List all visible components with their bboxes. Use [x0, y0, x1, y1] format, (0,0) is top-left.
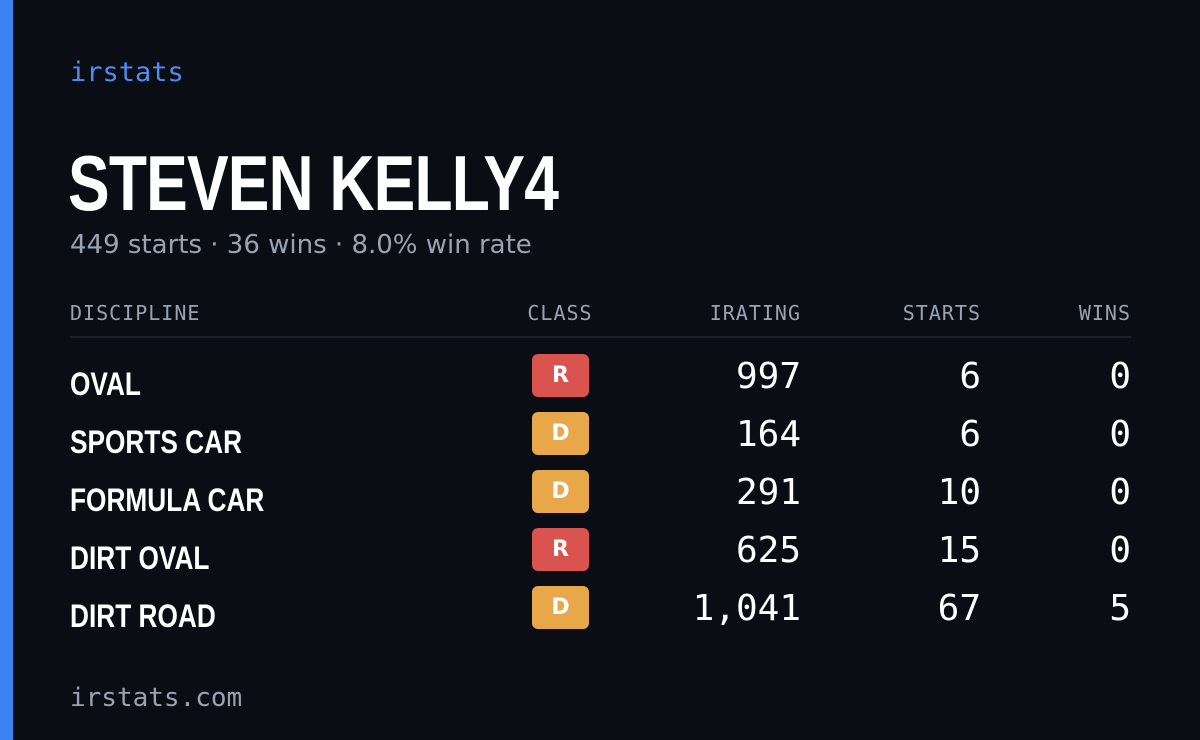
table-row-oval: OVAL R 997 6 0: [0, 354, 1200, 412]
class-badge: D: [532, 412, 589, 455]
accent-bar: [0, 0, 13, 740]
starts-value: 6: [959, 414, 981, 455]
irating-value: 1,041: [692, 588, 801, 629]
irating-value: 164: [735, 414, 801, 455]
irating-value: 997: [735, 356, 801, 397]
wins-value: 0: [1109, 472, 1131, 513]
footer-url: irstats.com: [70, 683, 243, 713]
discipline-label: SPORTS CAR: [70, 424, 243, 460]
starts-value: 67: [937, 588, 981, 629]
brand-logo-text: irstats: [70, 57, 184, 88]
table-row-formula-car: FORMULA CAR D 291 10 0: [0, 470, 1200, 528]
wins-value: 0: [1109, 414, 1131, 455]
driver-name: STEVEN KELLY4: [68, 139, 559, 227]
irating-value: 291: [735, 472, 801, 513]
starts-value: 6: [959, 356, 981, 397]
discipline-label: DIRT ROAD: [70, 598, 216, 634]
header-divider: [70, 336, 1131, 338]
discipline-label: DIRT OVAL: [70, 540, 210, 576]
header-starts: STARTS: [902, 301, 981, 325]
class-badge: R: [532, 528, 589, 571]
class-badge: R: [532, 354, 589, 397]
header-irating: IRATING: [709, 301, 801, 325]
table-row-dirt-road: DIRT ROAD D 1,041 67 5: [0, 586, 1200, 644]
wins-value: 0: [1109, 356, 1131, 397]
wins-value: 5: [1109, 588, 1131, 629]
driver-summary: 449 starts · 36 wins · 8.0% win rate: [70, 230, 532, 260]
header-discipline: DISCIPLINE: [70, 301, 201, 325]
starts-value: 15: [937, 530, 981, 571]
discipline-label: FORMULA CAR: [70, 482, 265, 518]
irating-value: 625: [735, 530, 801, 571]
table-row-dirt-oval: DIRT OVAL R 625 15 0: [0, 528, 1200, 586]
discipline-label: OVAL: [70, 366, 141, 402]
class-badge: D: [532, 470, 589, 513]
wins-value: 0: [1109, 530, 1131, 571]
table-row-sports-car: SPORTS CAR D 164 6 0: [0, 412, 1200, 470]
header-class: CLASS: [527, 301, 593, 325]
starts-value: 10: [937, 472, 981, 513]
header-wins: WINS: [1078, 301, 1131, 325]
class-badge: D: [532, 586, 589, 629]
